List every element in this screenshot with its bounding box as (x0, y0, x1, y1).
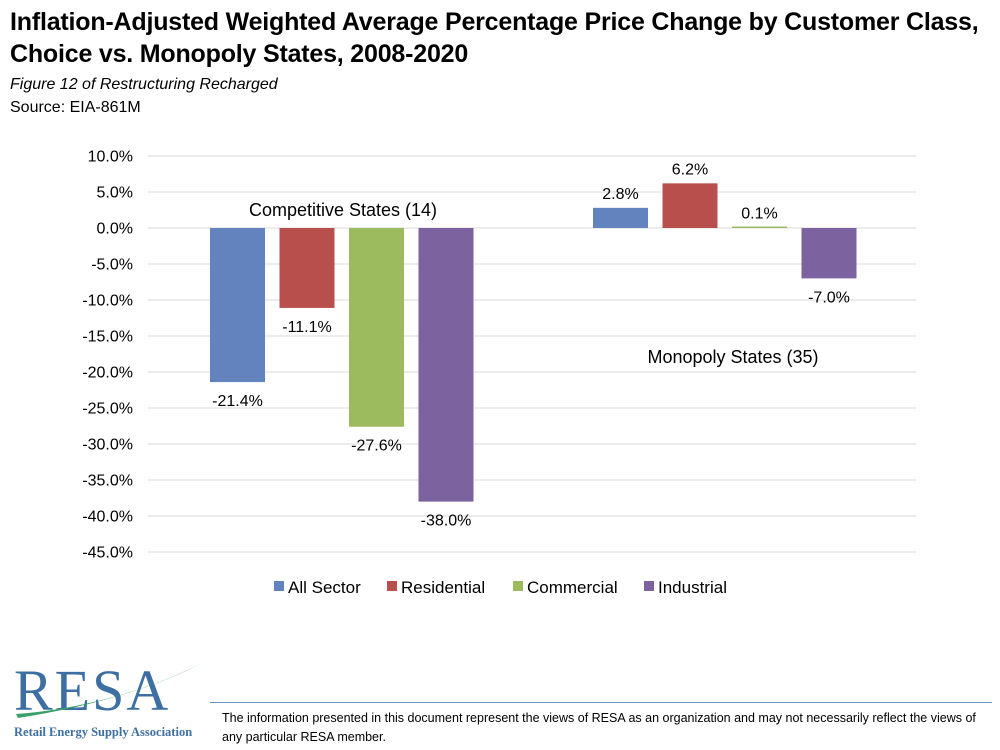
chart-source: Source: EIA-861M (10, 99, 141, 116)
data-labels: -21.4% 2.8% -11.1% 6.2% -27.6% 0.1% -38.0% -7.0… (212, 161, 850, 529)
data-label: -11.1% (282, 319, 332, 336)
logo-tagline: Retail Energy Supply Association (14, 725, 192, 739)
gridlines (148, 155, 916, 553)
bar (593, 207, 648, 228)
y-tick-label: -25.0% (82, 401, 133, 418)
bar (801, 228, 857, 279)
y-tick-label: 0.0% (97, 221, 133, 238)
legend-swatch (387, 581, 397, 591)
data-label: 6.2% (672, 161, 708, 178)
chart-subtitle: Figure 12 of Restructuring Recharged (10, 76, 278, 93)
bar (732, 226, 787, 228)
bar (349, 228, 404, 427)
y-tick-label: -15.0% (82, 329, 133, 346)
legend-label: Commercial (527, 578, 618, 597)
legend-swatch (644, 581, 654, 591)
bar (662, 183, 718, 228)
y-tick-label: -40.0% (82, 509, 133, 526)
legend: All Sector Residential Commercial Industria… (274, 578, 727, 597)
legend-label: All Sector (288, 578, 361, 597)
data-label: 0.1% (741, 205, 777, 222)
y-tick-label: -5.0% (91, 257, 133, 274)
bar (279, 228, 335, 308)
bar-chart: 10.0% 5.0% 0.0% -5.0% -10.0% -15.0% -20.0% -25.… (82, 149, 916, 597)
data-label: 2.8% (602, 186, 638, 203)
data-label: -38.0% (421, 513, 472, 530)
bar (418, 228, 474, 502)
y-tick-label: -35.0% (82, 473, 133, 490)
group-labels: Competitive States (14) Monopoly States (… (249, 200, 819, 367)
legend-label: Industrial (658, 578, 727, 597)
group-label: Competitive States (14) (249, 200, 437, 220)
y-tick-label: -10.0% (82, 293, 133, 310)
y-tick-label: 5.0% (97, 185, 133, 202)
legend-swatch (274, 581, 284, 591)
y-tick-label: -20.0% (82, 365, 133, 382)
chart-title: Inflation-Adjusted Weighted Average Perc… (10, 8, 979, 68)
data-label: -27.6% (351, 438, 402, 455)
footer-divider (210, 702, 992, 703)
y-tick-label: -45.0% (82, 545, 133, 562)
group-label: Monopoly States (35) (647, 347, 818, 367)
legend-label: Residential (401, 578, 485, 597)
y-axis-tick-labels: 10.0% 5.0% 0.0% -5.0% -10.0% -15.0% -20.0% -25.… (82, 149, 133, 562)
y-tick-label: 10.0% (88, 149, 133, 166)
data-label: -21.4% (212, 393, 263, 410)
bars (210, 183, 857, 502)
bar (210, 228, 265, 383)
logo-swoosh-icon (16, 662, 204, 718)
y-tick-label: -30.0% (82, 437, 133, 454)
resa-logo: RESA Retail Energy Supply Association (14, 658, 204, 739)
data-label: -7.0% (808, 289, 850, 306)
footer-disclaimer: The information presented in this docume… (222, 711, 976, 744)
legend-swatch (513, 581, 523, 591)
